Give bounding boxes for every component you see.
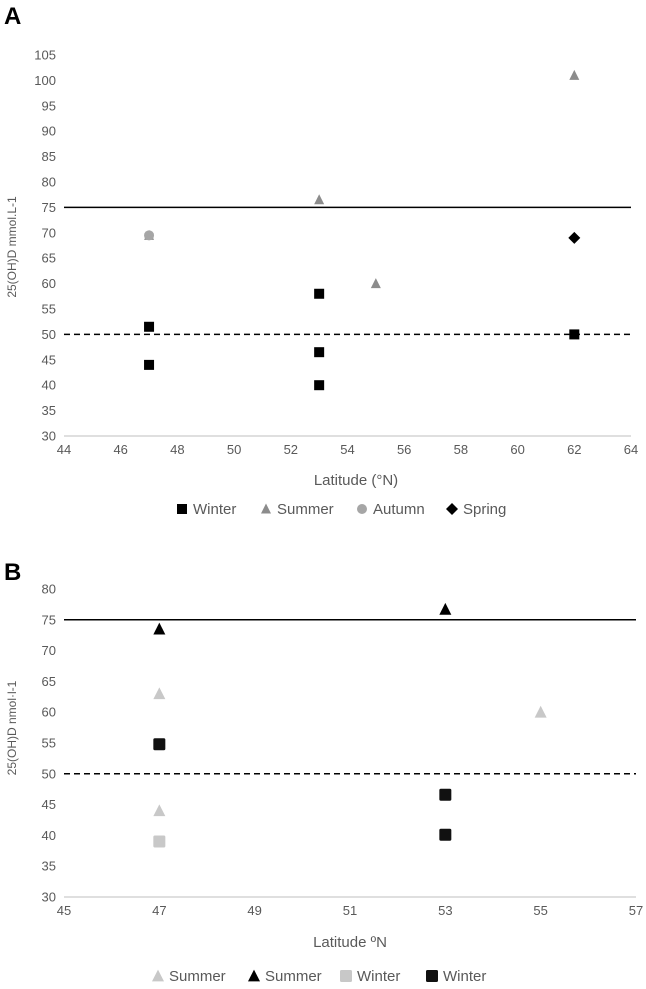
panel-b-legend-label-summer: Summer bbox=[265, 968, 322, 985]
panel-b-y-tick-label: 55 bbox=[42, 736, 56, 751]
panel-b-x-tick-label: 57 bbox=[629, 903, 643, 918]
panel-b-x-axis-title: Latitude ºN bbox=[313, 934, 387, 951]
panel-b-letter: B bbox=[4, 559, 21, 586]
panel-a-x-tick-label: 56 bbox=[397, 442, 411, 457]
panel-b-legend-marker-winter bbox=[340, 970, 352, 982]
panel-a-y-tick-label: 80 bbox=[42, 175, 56, 190]
panel-b-x-tick-label: 55 bbox=[533, 903, 547, 918]
panel-a-x-tick-label: 62 bbox=[567, 442, 581, 457]
panel-a-point-summer-triangle bbox=[569, 69, 580, 80]
panel-b-legend-marker-summer bbox=[152, 969, 164, 982]
panel-a-x-axis-title: Latitude (°N) bbox=[314, 472, 398, 489]
panel-b-y-tick-label: 30 bbox=[42, 890, 56, 905]
panel-a-legend-marker-summer bbox=[261, 503, 271, 514]
panel-a-x-tick-label: 46 bbox=[113, 442, 127, 457]
panel-a-legend-label-summer: Summer bbox=[277, 501, 334, 518]
panel-b-point-winter-square bbox=[153, 835, 166, 848]
panel-b-legend-marker-winter bbox=[426, 970, 438, 982]
panel-a-x-tick-label: 54 bbox=[340, 442, 354, 457]
panel-a-y-tick-label: 55 bbox=[42, 302, 56, 317]
panel-b-point-summer-triangle bbox=[153, 622, 166, 635]
panel-a-point-winter-square bbox=[314, 380, 325, 391]
panel-b-y-tick-label: 40 bbox=[42, 828, 56, 843]
panel-a-letter: A bbox=[4, 3, 21, 30]
panel-a-point-winter-square bbox=[144, 321, 155, 332]
panel-a-y-tick-label: 40 bbox=[42, 378, 56, 393]
panel-b-legend-label-winter: Winter bbox=[357, 968, 400, 985]
panel-a-legend-label-spring: Spring bbox=[463, 501, 506, 518]
panel-a-plot: 44 46 48 50 52 54 56 58 60 62 64 30 35 40 45 50 55 60 65 70… bbox=[34, 48, 638, 458]
panel-a-y-tick-label: 35 bbox=[42, 403, 56, 418]
panel-a-y-tick-label: 105 bbox=[34, 48, 56, 63]
panel-a-point-winter-square bbox=[569, 329, 580, 340]
panel-a-point-spring-diamond bbox=[568, 231, 581, 244]
panel-a-y-tick-label: 90 bbox=[42, 124, 56, 139]
panel-a-point-winter-square bbox=[144, 359, 155, 370]
panel-b-x-tick-label: 49 bbox=[247, 903, 261, 918]
panel-b-x-tick-label: 45 bbox=[57, 903, 71, 918]
panel-b-y-tick-label: 70 bbox=[42, 643, 56, 658]
panel-a-x-tick-label: 58 bbox=[454, 442, 468, 457]
panel-a-y-tick-label: 30 bbox=[42, 429, 56, 444]
panel-b-point-summer-triangle bbox=[153, 687, 166, 700]
panel-b-point-summer-triangle bbox=[439, 602, 452, 615]
panel-a-legend-marker-winter bbox=[177, 504, 187, 514]
panel-a-point-summer-triangle bbox=[370, 278, 381, 289]
panel-b-y-tick-label: 45 bbox=[42, 797, 56, 812]
panel-a-x-tick-label: 50 bbox=[227, 442, 241, 457]
panel-b-legend: Summer Summer Winter Winter bbox=[152, 968, 486, 985]
panel-a-y-tick-label: 60 bbox=[42, 276, 56, 291]
panel-a-point-summer-triangle bbox=[314, 194, 325, 205]
panel-a-x-tick-label: 60 bbox=[510, 442, 524, 457]
panel-b-y-axis-title: 25(OH)D nmol·l-1 bbox=[5, 680, 19, 775]
panel-a-point-winter-square bbox=[314, 347, 325, 358]
panel-b-x-tick-label: 47 bbox=[152, 903, 166, 918]
panel-b-y-tick-label: 60 bbox=[42, 705, 56, 720]
panel-b-y-tick-label: 35 bbox=[42, 859, 56, 874]
panel-b-y-tick-label: 80 bbox=[42, 582, 56, 597]
panel-a-legend-marker-spring bbox=[446, 503, 458, 515]
panel-b-plot: 45 47 49 51 53 55 57 30 35 40 45 50 55 60 65 70 75 80 bbox=[42, 582, 644, 919]
panel-a-legend: Winter Summer Autumn Spring bbox=[177, 501, 506, 518]
panel-a-y-tick-label: 70 bbox=[42, 225, 56, 240]
panel-a-y-tick-label: 95 bbox=[42, 98, 56, 113]
panel-b-legend-label-winter: Winter bbox=[443, 968, 486, 985]
panel-a-y-tick-label: 50 bbox=[42, 327, 56, 342]
panel-b-legend-marker-summer bbox=[248, 969, 260, 982]
panel-a-y-axis-title: 25(OH)D mmol.L-1 bbox=[5, 196, 19, 298]
panel-a-y-tick-label: 65 bbox=[42, 251, 56, 266]
panel-a-x-tick-label: 52 bbox=[284, 442, 298, 457]
panel-a-x-tick-label: 44 bbox=[57, 442, 71, 457]
panel-a-y-tick-label: 75 bbox=[42, 200, 56, 215]
panel-b-x-tick-label: 51 bbox=[343, 903, 357, 918]
panel-a-y-tick-label: 100 bbox=[34, 73, 56, 88]
panel-b-point-summer-triangle bbox=[153, 804, 166, 817]
panel-a-y-tick-label: 85 bbox=[42, 149, 56, 164]
panel-a-point-winter-square bbox=[314, 288, 325, 299]
panel-a-point-autumn-circle bbox=[144, 230, 155, 241]
panel-b-y-tick-label: 65 bbox=[42, 674, 56, 689]
panel-a-legend-label-autumn: Autumn bbox=[373, 501, 425, 518]
panel-a-y-tick-label: 45 bbox=[42, 352, 56, 367]
panel-a-legend-label-winter: Winter bbox=[193, 501, 236, 518]
panel-b-legend-label-summer: Summer bbox=[169, 968, 226, 985]
panel-b-point-winter-square bbox=[153, 738, 166, 751]
panel-b-point-winter-square bbox=[439, 788, 452, 801]
panel-b-x-tick-label: 53 bbox=[438, 903, 452, 918]
panel-b-y-tick-label: 75 bbox=[42, 612, 56, 627]
panel-a-x-tick-label: 64 bbox=[624, 442, 638, 457]
panel-b-y-tick-label: 50 bbox=[42, 766, 56, 781]
panel-a-legend-marker-autumn bbox=[357, 504, 367, 514]
panel-b-point-summer-triangle bbox=[534, 705, 547, 718]
panel-a-x-tick-label: 48 bbox=[170, 442, 184, 457]
panel-b-point-winter-square bbox=[439, 828, 452, 841]
